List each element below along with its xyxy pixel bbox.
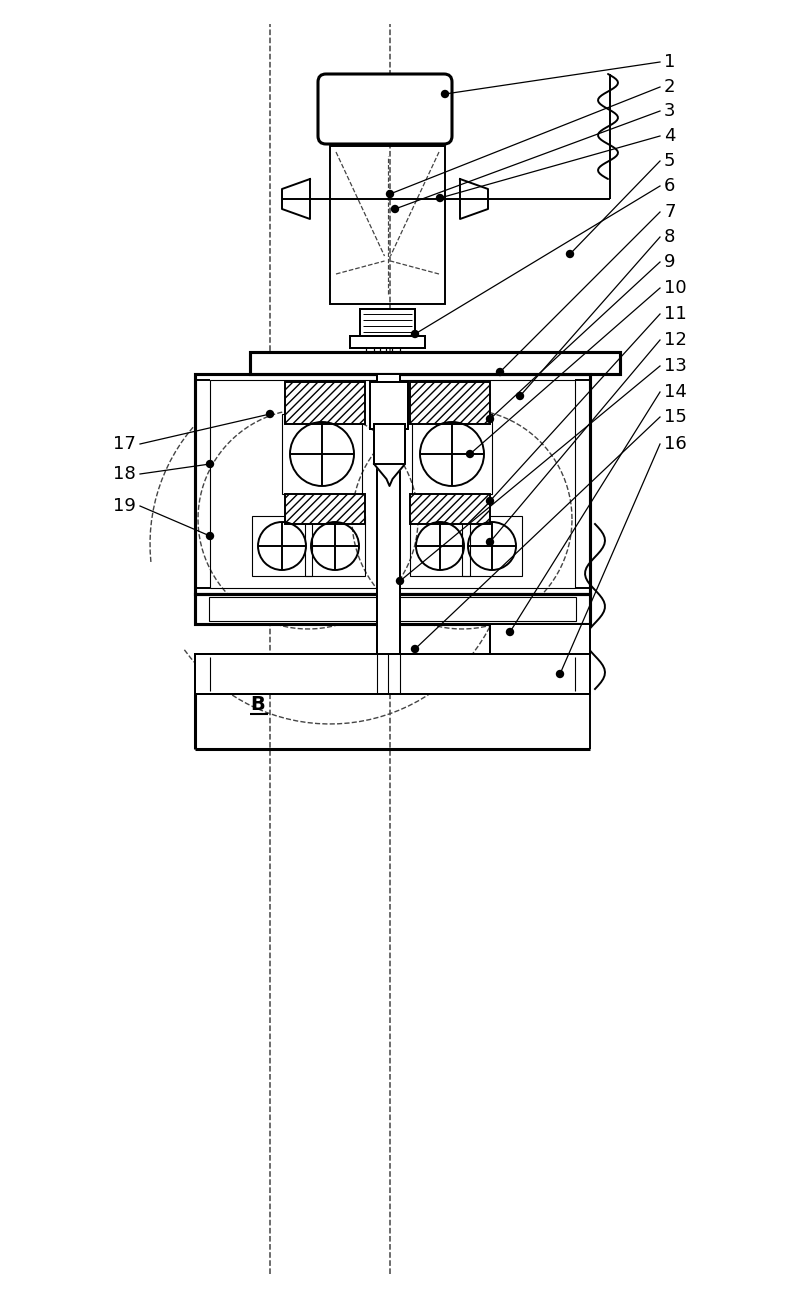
Text: 19: 19 [113,497,136,515]
Bar [366,336,374,597]
Polygon shape [282,179,310,219]
Bar [377,374,400,653]
Circle shape [557,670,563,678]
Text: 1: 1 [664,53,675,71]
Polygon shape [460,179,488,219]
Bar [490,624,590,653]
Text: 7: 7 [664,203,675,221]
Text: 10: 10 [664,280,686,298]
Circle shape [506,629,514,635]
Bar [410,382,490,424]
Bar [374,424,405,465]
Bar [250,352,620,374]
Text: 6: 6 [664,177,675,195]
Bar [490,624,590,653]
Bar [195,653,590,694]
Circle shape [437,194,443,202]
Bar [377,374,400,653]
Bar [195,594,590,624]
Circle shape [206,461,214,467]
Circle shape [206,533,214,540]
Text: B: B [250,695,265,713]
Text: 12: 12 [664,331,687,349]
Bar [366,336,374,597]
Text: 4: 4 [664,127,675,145]
Text: 15: 15 [664,408,687,426]
Circle shape [486,497,494,505]
Circle shape [497,369,503,375]
Bar [195,594,590,624]
Bar [330,146,445,304]
Bar [210,380,575,587]
Bar [360,309,415,336]
Bar [350,336,425,348]
Bar [285,382,365,424]
Bar [305,516,365,576]
Text: 3: 3 [664,102,675,120]
Text: 17: 17 [113,435,136,453]
Circle shape [397,577,403,585]
Bar [195,653,590,694]
Polygon shape [374,465,405,487]
Bar [209,597,576,621]
Text: 18: 18 [114,465,136,483]
Circle shape [486,415,494,423]
Bar [195,374,590,594]
Circle shape [411,646,418,652]
Circle shape [466,450,474,458]
Circle shape [517,392,523,400]
Circle shape [566,251,574,258]
Circle shape [442,91,449,97]
Circle shape [266,410,274,418]
Text: 11: 11 [664,305,686,324]
Bar [195,374,590,594]
Bar [360,309,415,336]
Bar [412,414,492,494]
Bar [380,336,386,597]
Bar [380,336,386,597]
Bar [410,516,470,576]
Bar [392,336,400,597]
Text: 2: 2 [664,78,675,96]
Circle shape [391,206,398,212]
Bar [462,516,522,576]
Text: 5: 5 [664,151,675,170]
Text: 16: 16 [664,435,686,453]
Bar [250,352,620,374]
Bar [282,414,362,494]
Bar [370,382,408,430]
Bar [374,424,405,465]
Text: 14: 14 [664,383,687,401]
Circle shape [411,330,418,338]
Bar [410,494,490,524]
Bar [350,336,425,348]
Text: 9: 9 [664,254,675,270]
Circle shape [386,190,394,198]
Text: 13: 13 [664,357,687,375]
Circle shape [486,538,494,546]
Text: 8: 8 [664,228,675,246]
Bar [370,382,408,430]
FancyBboxPatch shape [318,74,452,144]
Bar [392,336,400,597]
Bar [285,494,365,524]
Bar [252,516,312,576]
